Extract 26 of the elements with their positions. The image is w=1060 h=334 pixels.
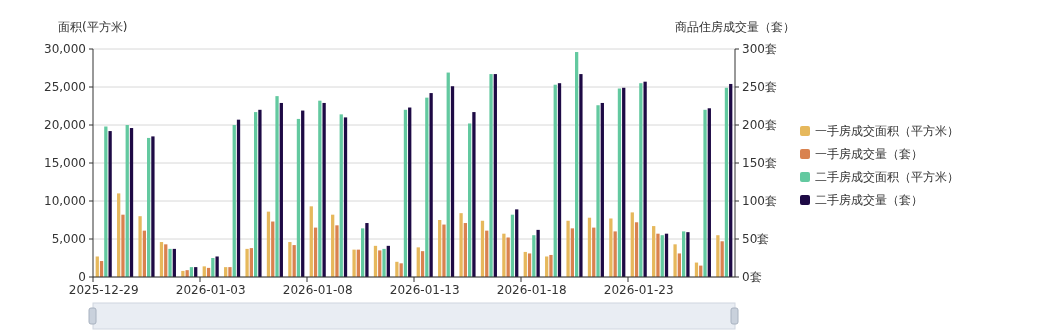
- y-tick-label: 15,000: [44, 156, 86, 171]
- x-tick-label: 2026-01-18: [496, 283, 567, 297]
- x-tick-label: 2026-01-13: [389, 283, 460, 297]
- x-tick-label: 2026-01-23: [603, 283, 674, 297]
- x-tick-label: 2025-12-29: [68, 283, 139, 297]
- y2-tick-label: 100套: [742, 194, 777, 209]
- y-tick-label: 25,000: [44, 80, 86, 95]
- y-tick-label: 30,000: [44, 42, 86, 57]
- y2-axis-title: 商品住房成交量（套）: [675, 20, 795, 34]
- legend-label: 二手房成交面积（平方米）: [815, 170, 959, 185]
- y-tick-label: 5,000: [51, 232, 86, 247]
- y2-tick-label: 50套: [742, 232, 770, 247]
- y2-tick-label: 200套: [742, 118, 777, 133]
- y2-tick-label: 150套: [742, 156, 777, 171]
- y2-tick-label: 250套: [742, 80, 777, 95]
- x-tick-label: 2026-01-03: [175, 283, 246, 297]
- y-tick-label: 10,000: [44, 194, 86, 209]
- legend-label: 一手房成交面积（平方米）: [815, 124, 959, 139]
- y-tick-label: 0: [78, 270, 86, 285]
- y2-tick-label: 0套: [742, 270, 762, 285]
- y-tick-label: 20,000: [44, 118, 86, 133]
- x-tick-label: 2026-01-08: [282, 283, 353, 297]
- y2-tick-label: 300套: [742, 42, 777, 57]
- y-axis-title: 面积(平方米): [58, 20, 128, 34]
- legend-label: 一手房成交量（套）: [815, 147, 923, 162]
- legend-label: 二手房成交量（套）: [815, 193, 923, 208]
